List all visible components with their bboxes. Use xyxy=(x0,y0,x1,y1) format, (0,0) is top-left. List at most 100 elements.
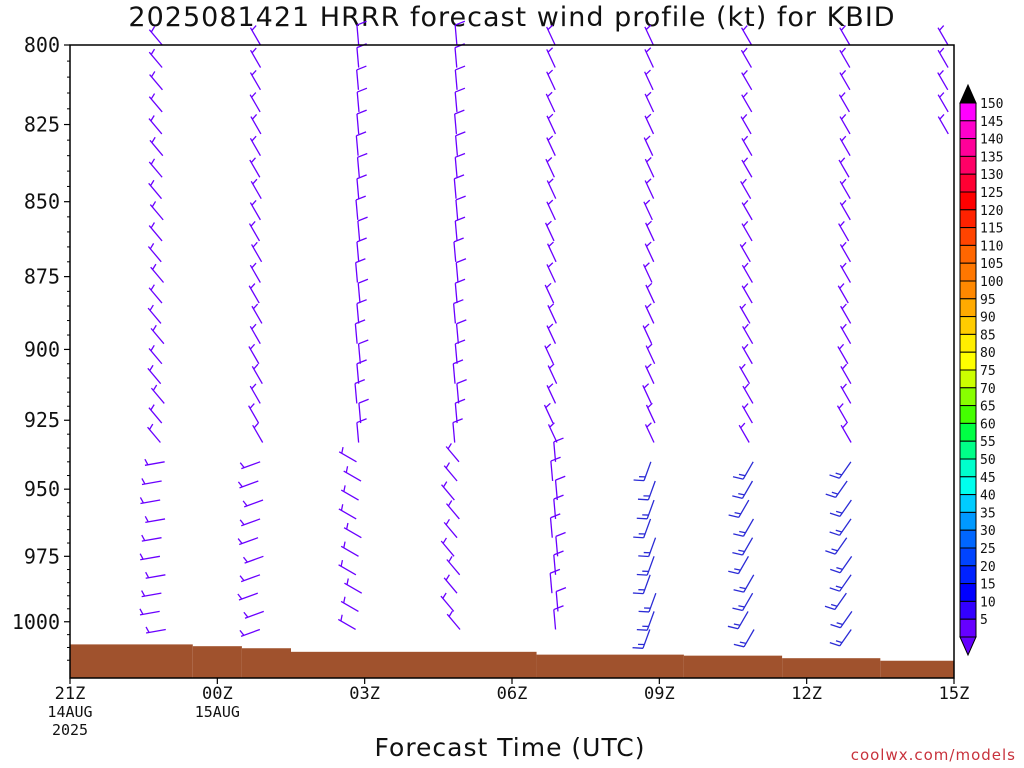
terrain-block xyxy=(536,654,684,678)
wind-barb xyxy=(248,343,260,365)
barb-staff xyxy=(644,71,654,91)
barb-halffeather xyxy=(150,115,155,122)
barb-halffeather xyxy=(841,303,847,310)
barb-staff xyxy=(645,222,655,242)
barb-staff xyxy=(456,383,460,404)
barb-staff xyxy=(240,574,261,583)
wind-barb xyxy=(141,478,162,486)
terrain-block xyxy=(291,651,537,678)
barb-staff xyxy=(443,521,458,539)
barb-feather xyxy=(632,592,644,595)
wind-barb xyxy=(741,69,753,91)
barb-halffeather xyxy=(738,492,745,496)
wind-barb xyxy=(546,262,557,283)
barb-staff xyxy=(643,461,652,481)
barb-halffeather xyxy=(445,462,451,469)
barb-halffeather xyxy=(151,136,156,143)
wind-barb xyxy=(148,404,163,424)
barb-halffeather xyxy=(841,262,847,269)
barb-halffeather xyxy=(938,69,944,76)
colorbar-swatch xyxy=(959,529,977,549)
barb-staff xyxy=(251,366,263,384)
colorbar-swatch xyxy=(959,494,977,513)
barb-staff xyxy=(455,199,459,220)
barb-staff xyxy=(440,595,455,612)
barb-staff xyxy=(839,611,853,629)
barb-staff xyxy=(149,204,164,221)
barb-staff xyxy=(547,424,558,443)
barb-staff xyxy=(740,116,752,135)
barb-staff xyxy=(554,480,558,501)
barb-halffeather xyxy=(841,135,847,142)
barb-halffeather xyxy=(150,158,156,165)
wind-barb xyxy=(825,537,848,555)
barb-staff xyxy=(835,480,848,498)
wind-barb xyxy=(738,422,750,443)
wind-barb xyxy=(740,114,752,135)
barb-feather xyxy=(829,474,840,479)
colorbar-label: 60 xyxy=(980,417,996,432)
barb-staff xyxy=(644,49,654,68)
barb-feather xyxy=(553,437,564,443)
wind-barb xyxy=(357,278,369,304)
barb-staff xyxy=(147,246,162,263)
barb-staff xyxy=(454,220,458,241)
wind-barb xyxy=(732,480,754,499)
barb-staff xyxy=(644,365,655,384)
wind-barb xyxy=(839,262,852,283)
barb-halffeather xyxy=(251,199,257,206)
wind-barb xyxy=(937,92,949,113)
wind-barb xyxy=(546,47,556,68)
wind-barb xyxy=(549,568,561,594)
barb-feather xyxy=(358,398,369,404)
x-tick-label: 00Z xyxy=(202,684,233,704)
colorbar-swatch xyxy=(959,316,977,335)
credit-link[interactable]: coolwx.com/models xyxy=(850,746,1016,764)
barb-halffeather xyxy=(345,466,349,473)
barb-halffeather xyxy=(151,201,157,208)
barb-staff xyxy=(545,158,555,178)
wind-barb xyxy=(546,69,556,91)
barb-feather xyxy=(555,531,566,537)
barb-halffeather xyxy=(644,199,651,205)
colorbar-label: 115 xyxy=(980,222,1003,237)
wind-barb xyxy=(445,500,460,520)
barb-staff xyxy=(452,303,457,324)
wind-barb xyxy=(742,323,754,345)
wind-barb xyxy=(249,25,262,46)
barb-feather xyxy=(829,641,840,647)
barb-halffeather xyxy=(646,422,652,428)
barb-staff xyxy=(644,26,654,46)
barb-staff xyxy=(148,161,163,178)
barb-staff xyxy=(739,244,751,263)
barb-halffeather xyxy=(150,179,155,186)
colorbar-top-arrow xyxy=(959,83,977,104)
barb-halffeather xyxy=(646,303,652,309)
wind-barb xyxy=(937,25,949,46)
wind-barb xyxy=(144,516,166,524)
wind-barb xyxy=(453,174,465,199)
wind-barb xyxy=(343,466,362,482)
barb-staff xyxy=(149,139,164,157)
wind-barb xyxy=(440,592,455,612)
barb-halffeather xyxy=(250,221,256,227)
barb-staff xyxy=(737,611,749,630)
wind-barb xyxy=(546,113,557,135)
barb-staff xyxy=(344,582,363,594)
barb-staff xyxy=(642,325,653,344)
barb-staff xyxy=(646,611,655,631)
colorbar-label: 50 xyxy=(980,453,996,468)
barb-halffeather xyxy=(252,303,259,310)
barb-halffeather xyxy=(743,343,749,350)
colorbar-swatch xyxy=(959,333,977,353)
barb-staff xyxy=(837,346,849,365)
barb-halffeather xyxy=(646,157,652,163)
colorbar-swatch xyxy=(959,209,977,229)
wind-barb xyxy=(252,422,264,443)
wind-barb xyxy=(829,499,852,518)
barb-feather xyxy=(454,87,466,93)
barb-halffeather xyxy=(547,383,554,389)
wind-barb xyxy=(739,303,751,324)
barb-staff xyxy=(546,385,557,404)
wind-barb xyxy=(643,199,653,221)
